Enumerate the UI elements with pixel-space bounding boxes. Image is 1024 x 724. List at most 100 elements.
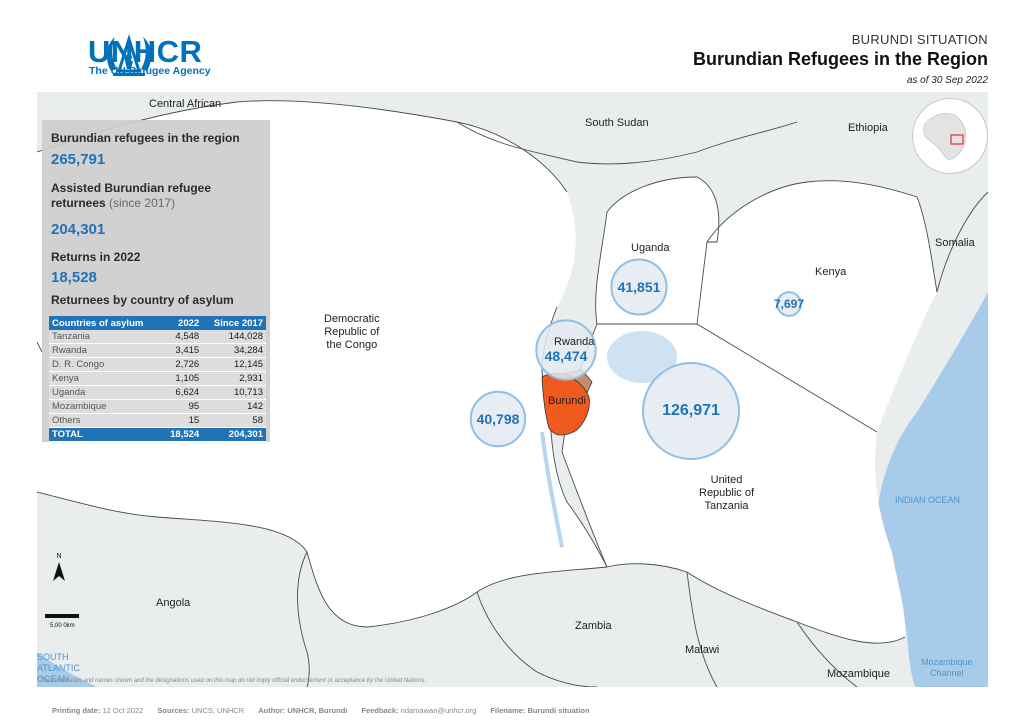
bubble-value-uganda: 41,851 [617,279,661,295]
table-row: Rwanda 3,415 34,284 [49,343,266,358]
label-somalia: Somalia [935,237,975,249]
label-south-atlantic: SOUTH ATLANTIC OCEAN [37,652,80,684]
cell-since-2017: 12,145 [202,357,266,372]
cell-country: Others [49,413,162,428]
label-central-african: Central African [149,98,222,110]
returns-value: 18,528 [51,269,97,286]
label-angola: Angola [156,597,191,609]
as-of-date: as of 30 Sep 2022 [906,75,988,86]
table-row: Uganda 6,624 10,713 [49,385,266,400]
scale-label: 5,00 0km [50,623,75,629]
footer-filename-label: Filename: [490,706,526,715]
footer-feedback-value[interactable]: ndamawan@unhcr.org [400,706,477,715]
table-row: D. R. Congo 2,726 12,145 [49,357,266,372]
assisted-label-line1: Assisted Burundian refugee [51,181,212,195]
cell-2022: 15 [161,413,203,428]
cell-country: Kenya [49,371,162,386]
cell-total-label: TOTAL [49,427,162,442]
table-title: Returnees by country of asylum [51,293,234,307]
label-indian-ocean: INDIAN OCEAN [895,495,961,505]
label-uganda: Uganda [631,242,670,254]
situation-kicker: BURUNDI SITUATION [851,32,988,47]
cell-2022: 95 [161,399,203,414]
label-rwanda: Rwanda [554,336,595,348]
stats-panel: Burundian refugees in the region 265,791… [42,120,270,442]
bubble-value-rwanda: 48,474 [544,348,588,364]
unhcr-emblem-icon [106,33,152,76]
lake-victoria [607,331,677,383]
cell-2022: 2,726 [161,357,203,372]
bubble-rwanda [535,319,597,381]
cell-2022: 1,105 [161,371,203,386]
returns-label: Returns in 2022 [51,250,141,264]
globe-icon [914,100,986,172]
label-ethiopia: Ethiopia [848,122,888,134]
bubble-value-drc: 40,798 [476,411,520,427]
table-row: Others 15 58 [49,413,266,428]
label-mozambique: Mozambique [827,668,890,680]
lake-tanganyika [540,431,564,548]
cell-since-2017: 144,028 [202,330,266,344]
label-burundi: Burundi [548,395,586,407]
cell-country: Tanzania [49,330,162,344]
bubble-uganda [610,258,668,316]
bubble-value-tanzania: 126,971 [662,402,720,419]
bubble-kenya [776,291,802,317]
refugees-value: 265,791 [51,151,106,168]
footer-author-value: UNHCR, Burundi [287,706,348,715]
cell-country: Uganda [49,385,162,400]
atlantic-ocean-water [37,652,97,687]
assisted-value: 204,301 [51,221,106,238]
cell-country: Mozambique [49,399,162,414]
refugee-bubbles [469,258,802,460]
assisted-label-line2: returnees [51,196,106,210]
bubble-d-r-congo [469,390,527,448]
cell-2022: 3,415 [161,343,203,358]
col-2022: 2022 [161,316,203,330]
label-malawi: Malawi [685,644,720,656]
footer-printing-value: 12 Oct 2022 [102,706,144,715]
label-mozambique-channel: Mozambique Channel [921,657,973,678]
cell-since-2017: 142 [202,399,266,414]
org-tagline: The UN Refugee Agency [89,65,211,77]
cell-since-2017: 34,284 [202,343,266,358]
cell-2022: 6,624 [161,385,203,400]
label-zambia: Zambia [575,620,612,632]
table-row: Mozambique 95 142 [49,399,266,414]
refugees-label: Burundian refugees in the region [51,131,240,145]
cell-country: D. R. Congo [49,357,162,372]
kenya-land [697,180,937,432]
col-country: Countries of asylum [49,316,162,330]
scale-bar [45,614,79,618]
footer: Printing date: 12 Oct 2022 Sources: UNCS… [52,706,590,715]
table-header-row: Countries of asylum 2022 Since 2017 [49,316,266,330]
map-title: Burundian Refugees in the Region [692,49,988,69]
returnees-table: Countries of asylum 2022 Since 2017 Tanz… [49,316,266,442]
table-row: Kenya 1,105 2,931 [49,371,266,386]
col-since-2017: Since 2017 [202,316,266,330]
footer-printing-label: Printing date: [52,706,101,715]
label-south-sudan: South Sudan [585,117,649,129]
label-tanzania: United Republic of Tanzania [699,474,755,512]
cell-since-2017: 58 [202,413,266,428]
assisted-label: Assisted Burundian refugee returnees (si… [51,181,211,211]
label-kenya: Kenya [815,266,847,278]
bubble-value-kenya: 7,697 [773,297,805,311]
bubble-tanzania [642,362,740,460]
cell-2022: 4,548 [161,330,203,344]
assisted-since: (since 2017) [109,196,176,210]
north-label: N [56,553,61,560]
cell-country: Rwanda [49,343,162,358]
org-logo-text: UNHCR [88,34,203,69]
map-disclaimer: The boundaries and names shown and the d… [40,678,426,684]
label-drc: Democratic Republic of the Congo [324,313,380,351]
footer-sources-label: Sources: [157,706,190,715]
cell-since-2017: 10,713 [202,385,266,400]
cell-total-2022: 18,524 [161,427,203,442]
cell-total-since-2017: 204,301 [202,427,266,442]
table-row: Tanzania 4,548 144,028 [49,330,266,344]
table-total-row: TOTAL 18,524 204,301 [49,427,266,442]
footer-sources-value: UNCS, UNHCR [191,706,245,715]
footer-author-label: Author: [258,706,286,715]
north-arrow-icon: N [53,553,65,581]
